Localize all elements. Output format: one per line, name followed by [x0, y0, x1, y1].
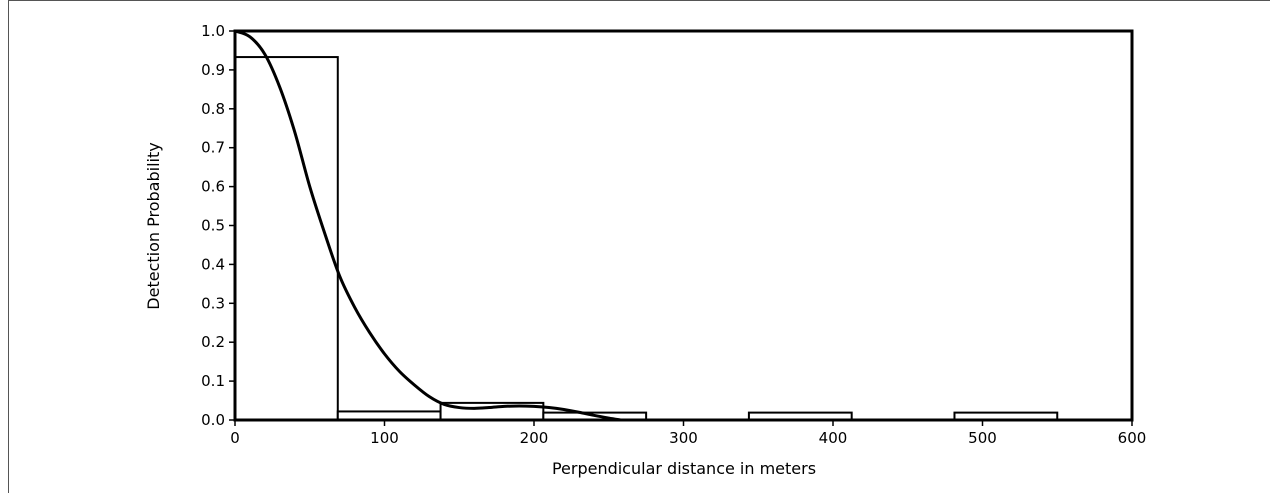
plot-border: [233, 29, 1134, 422]
x-tick-label-3: 300: [669, 429, 698, 447]
y-tick-label-0: 0.0: [201, 411, 225, 429]
y-tick-label-7: 0.7: [201, 139, 225, 157]
histogram-bars: [234, 56, 1059, 422]
y-tick-label-10: 1.0: [201, 22, 225, 40]
y-tick-label-6: 0.6: [201, 178, 225, 196]
y-tick-label-1: 0.1: [201, 372, 225, 390]
y-tick-label-8: 0.8: [201, 100, 225, 118]
x-tick-label-6: 600: [1118, 429, 1147, 447]
x-tick-label-0: 0: [230, 429, 240, 447]
y-axis-ticks: 0.0 0.1 0.2 0.3 0.4 0.5 0.6 0.7 0.8 0.9 1.0: [201, 22, 235, 429]
y-tick-label-9: 0.9: [201, 61, 225, 79]
x-tick-label-5: 500: [968, 429, 997, 447]
detection-curve: [234, 29, 621, 422]
x-tick-label-2: 200: [520, 429, 549, 447]
y-tick-label-5: 0.5: [201, 217, 225, 235]
x-tick-label-4: 400: [819, 429, 848, 447]
x-tick-label-1: 100: [370, 429, 399, 447]
y-axis-label: Detection Probability: [144, 142, 163, 309]
y-tick-label-3: 0.3: [201, 294, 225, 312]
histogram-bar-0: [234, 56, 339, 422]
y-tick-label-4: 0.4: [201, 255, 225, 273]
x-axis-ticks: 0 100 200 300 400 500 600: [230, 420, 1146, 447]
x-axis-label: Perpendicular distance in meters: [552, 459, 816, 478]
y-tick-label-2: 0.2: [201, 333, 225, 351]
